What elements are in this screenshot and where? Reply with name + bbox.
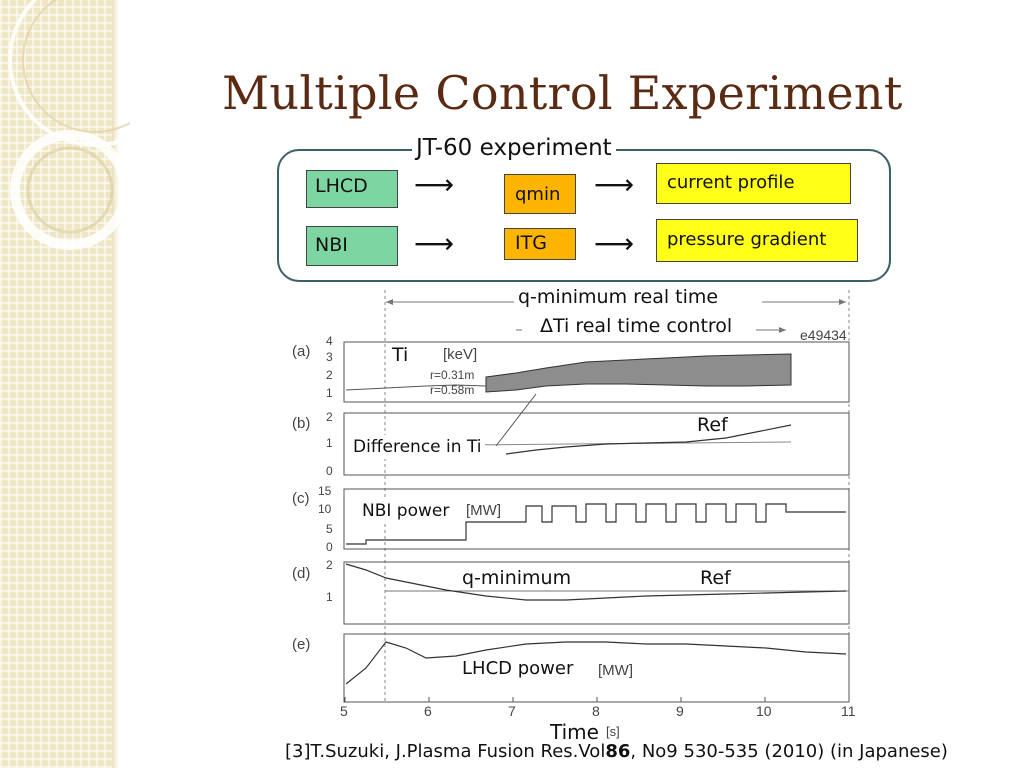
panel-b-frame: [343, 412, 850, 476]
itg-box: ITG: [504, 228, 576, 260]
slide-title: Multiple Control Experiment: [222, 66, 903, 120]
panel-a-tag: (a): [292, 343, 311, 360]
x-tick: 11: [841, 703, 856, 719]
pressure-gradient-box: pressure gradient: [656, 219, 858, 262]
panel-a-unit: [keV]: [443, 346, 478, 363]
x-tick: 10: [756, 703, 772, 719]
citation-volume: 86: [605, 741, 631, 762]
citation: [3]T.Suzuki, J.Plasma Fusion Res.Vol86, …: [285, 741, 948, 762]
panel-a-ti-shaded-band: [485, 353, 792, 393]
decorative-swirl: [8, 0, 130, 250]
panel-a-frame: [343, 341, 850, 403]
panel-a-tick: 1: [326, 386, 333, 400]
panel-b-difference-label: Difference in Ti: [350, 435, 485, 459]
panel-c-tick: 0: [326, 540, 333, 554]
panel-b-tick: 2: [326, 410, 333, 424]
panel-b-tick: 1: [326, 436, 333, 450]
panel-c-tick: 10: [318, 502, 332, 516]
panel-d-ref-label: Ref: [698, 567, 733, 589]
panel-c-nbi-label: NBI power: [360, 499, 452, 523]
panel-d-tick: 2: [326, 558, 333, 572]
panel-e-lhcd-label: LHCD power: [460, 658, 576, 679]
time-axis-label: Time: [550, 720, 599, 744]
panel-b-ref-label: Ref: [695, 414, 730, 436]
jt60-time-trace-figure: [343, 290, 850, 703]
x-tick: 9: [676, 703, 684, 719]
x-tick: 5: [340, 703, 348, 719]
shot-id: e49434: [800, 327, 847, 343]
panel-c-unit: [MW]: [466, 502, 501, 519]
arrow-lhcd-to-qmin: ⟶: [414, 168, 455, 201]
panel-e-frame: [343, 633, 850, 703]
panel-a-radius-1: r=0.31m: [430, 368, 475, 382]
x-tick: 7: [508, 703, 516, 719]
panel-c-tick: 5: [326, 522, 333, 536]
pointer-arrow: [495, 393, 537, 447]
panel-e-tag: (e): [292, 636, 311, 653]
arrow-qmin-to-current: ⟶: [594, 168, 635, 201]
panel-d-tag: (d): [292, 565, 311, 582]
current-profile-box: current profile: [656, 163, 851, 204]
panel-a-ti-label: Ti: [388, 344, 413, 366]
citation-prefix: [3]T.Suzuki, J.Plasma Fusion Res.Vol: [285, 741, 606, 762]
x-tick: 6: [424, 703, 432, 719]
panel-d-qmin-label: q-minimum: [458, 567, 576, 589]
panel-d-qmin-trace: [345, 563, 847, 601]
panel-b-tag: (b): [292, 415, 311, 432]
panel-d-frame: [343, 561, 850, 625]
panel-e-unit: [MW]: [598, 662, 633, 679]
lhcd-box: LHCD: [306, 170, 398, 208]
arrow-itg-to-pressure: ⟶: [594, 227, 635, 260]
panel-a-radius-2: r=0.58m: [430, 383, 475, 397]
panel-a-tick: 3: [326, 350, 333, 364]
qmin-box: qmin: [504, 174, 576, 214]
x-tick: 8: [592, 703, 600, 719]
decorative-side-panel: [0, 0, 112, 768]
panel-c-nbi-power-trace: [346, 503, 846, 545]
panel-a-tick: 4: [326, 334, 333, 348]
time-axis-unit: [s]: [606, 724, 620, 739]
panel-b-tick: 0: [326, 464, 333, 478]
citation-suffix: , No9 530-535 (2010) (in Japanese): [630, 741, 948, 762]
panel-d-tick: 1: [326, 590, 333, 604]
panel-b-difference-trace: [505, 424, 792, 455]
panel-e-lhcd-trace: [345, 641, 847, 685]
nbi-box: NBI: [306, 226, 398, 266]
panel-c-tag: (c): [292, 490, 310, 507]
panel-c-frame: [343, 488, 850, 550]
arrow-nbi-to-itg: ⟶: [414, 227, 455, 260]
ti-realtime-control-label: ΔTi real time control: [540, 315, 733, 337]
side-panel-edge: [112, 0, 120, 768]
panel-a-tick: 2: [326, 368, 333, 382]
qmin-realtime-label: q-minimum real time: [518, 286, 719, 308]
panel-c-tick: 15: [318, 484, 332, 498]
frame-label: JT-60 experiment: [412, 133, 616, 163]
